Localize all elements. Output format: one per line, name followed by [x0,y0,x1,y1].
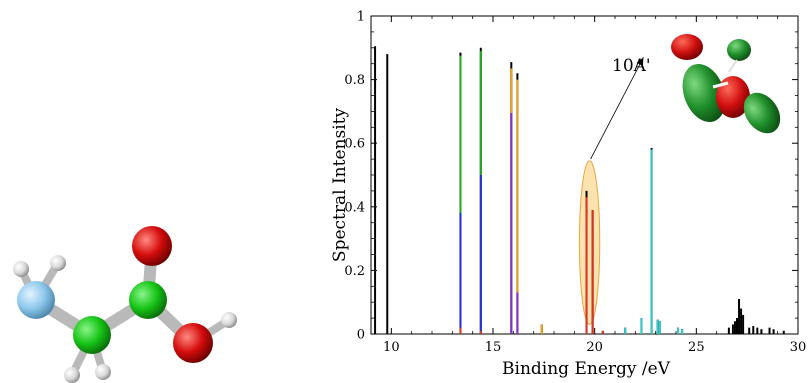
x-tick-label: 15 [485,340,502,355]
y-tick-label: 0 [357,328,365,343]
molecule-model [13,226,237,383]
atom-red [132,226,172,266]
atom-hydrogen [13,261,29,277]
annotation-arrowhead [636,57,644,67]
x-tick-label: 20 [586,340,603,355]
orbital-isosurface [671,34,781,134]
atom-hydrogen [50,255,66,271]
x-axis-title: Binding Energy /eV [502,359,671,379]
y-tick-label: 1 [357,10,365,25]
atom-red [173,323,213,363]
y-axis-title: Spectral Intensity [330,108,350,263]
x-tick-label: 10 [383,340,400,355]
x-axis-ticks: 10 15 20 25 30 [370,16,807,355]
spectral-lines [374,46,785,334]
y-tick-label: 0.8 [344,73,365,88]
annotation: 10A' [590,56,651,160]
atom-hydrogen [95,364,111,380]
atom-green [73,316,111,354]
orbital-label: 10A' [612,56,651,76]
atom-green [129,281,167,319]
y-axis-ticks: 0 0.2 0.4 0.6 0.8 1 [344,10,798,343]
atom-hydrogen [221,312,237,328]
annotation-arrow [590,57,644,160]
highlight-ellipse-shape [578,160,601,325]
y-tick-label: 0.6 [344,137,365,152]
y-tick-label: 0.2 [344,264,365,279]
x-tick-label: 30 [790,340,807,355]
atom-hydrogen [64,367,80,383]
atom-blue [17,281,55,319]
y-tick-label: 0.4 [344,200,365,215]
highlight-ellipse [578,160,601,325]
x-tick-label: 25 [688,340,705,355]
